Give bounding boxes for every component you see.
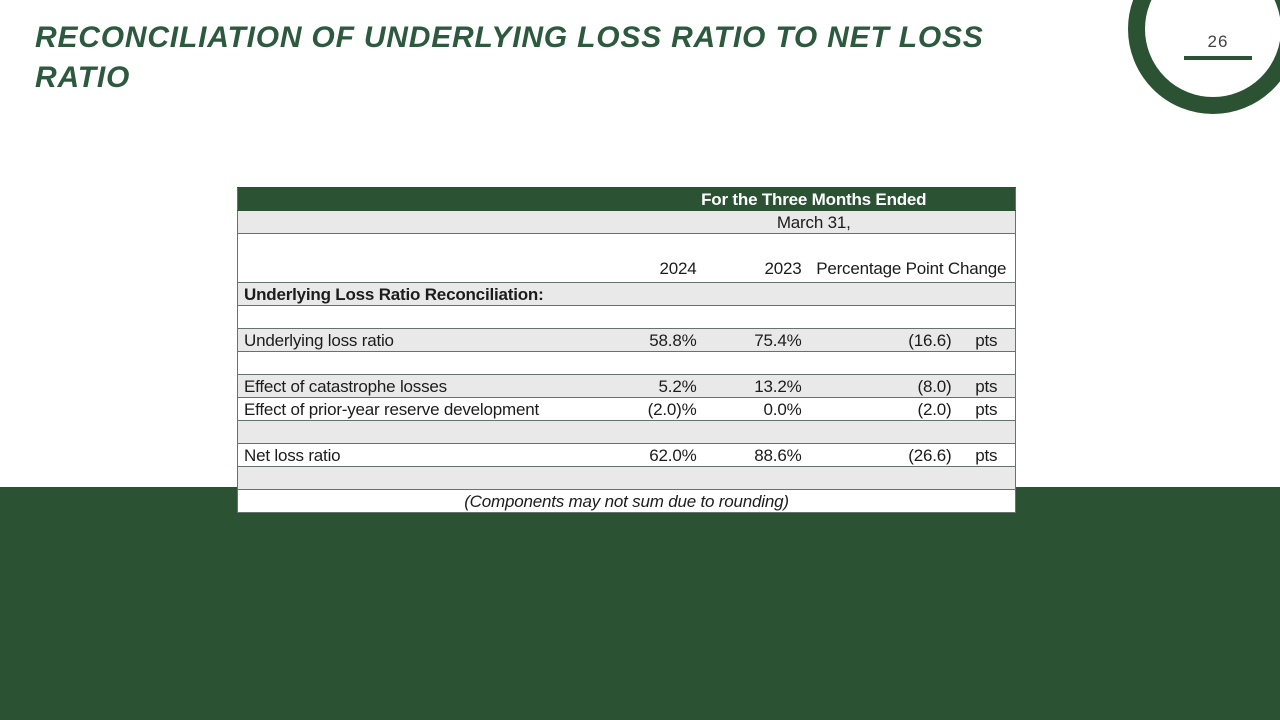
footnote-text: (Components may not sum due to rounding) <box>237 489 1016 513</box>
spacer-cell <box>237 305 1016 329</box>
banner-empty-cell <box>237 187 613 211</box>
row-label: Effect of catastrophe losses <box>237 374 613 398</box>
value-unit: pts <box>957 328 1016 352</box>
page-number-underline <box>1184 56 1252 60</box>
value-unit: pts <box>957 443 1016 467</box>
value-2024: 62.0% <box>612 443 703 467</box>
value-unit: pts <box>957 397 1016 421</box>
value-2023: 88.6% <box>702 443 808 467</box>
value-2024: 58.8% <box>612 328 703 352</box>
page-number: 26 <box>1207 32 1229 51</box>
table-row-net-loss-ratio: Net loss ratio 62.0% 88.6% (26.6) pts <box>237 443 1016 467</box>
spacer-row <box>237 466 1016 490</box>
banner-title: For the Three Months Ended <box>612 187 1016 211</box>
column-header-2024: 2024 <box>612 233 703 283</box>
spacer-row <box>237 305 1016 329</box>
spacer-cell <box>237 466 1016 490</box>
reconciliation-table: For the Three Months Ended March 31, 202… <box>237 187 1016 513</box>
column-header-empty-cell <box>237 233 613 283</box>
table-row-prior-year-reserve-development: Effect of prior-year reserve development… <box>237 397 1016 421</box>
section-header-label: Underlying Loss Ratio Reconciliation: <box>237 282 1016 306</box>
page-number-block: 26 <box>1184 31 1252 60</box>
table-subheader-row: March 31, <box>237 210 1016 234</box>
column-header-2023: 2023 <box>702 233 808 283</box>
subheader-date: March 31, <box>612 210 1016 234</box>
table-banner-row: For the Three Months Ended <box>237 187 1016 211</box>
subheader-empty-cell <box>237 210 613 234</box>
table-row-catastrophe-losses: Effect of catastrophe losses 5.2% 13.2% … <box>237 374 1016 398</box>
spacer-row <box>237 420 1016 444</box>
spacer-row <box>237 351 1016 375</box>
row-label: Effect of prior-year reserve development <box>237 397 613 421</box>
table-row-underlying-loss-ratio: Underlying loss ratio 58.8% 75.4% (16.6)… <box>237 328 1016 352</box>
section-header-row: Underlying Loss Ratio Reconciliation: <box>237 282 1016 306</box>
spacer-cell <box>237 351 1016 375</box>
value-change: (26.6) <box>807 443 958 467</box>
value-2023: 13.2% <box>702 374 808 398</box>
spacer-cell <box>237 420 1016 444</box>
column-header-change: Percentage Point Change <box>807 233 1016 283</box>
footnote-row: (Components may not sum due to rounding) <box>237 489 1016 513</box>
value-change: (2.0) <box>807 397 958 421</box>
value-change: (16.6) <box>807 328 958 352</box>
value-change: (8.0) <box>807 374 958 398</box>
page-title: RECONCILIATION OF UNDERLYING LOSS RATIO … <box>35 21 984 94</box>
value-2024: 5.2% <box>612 374 703 398</box>
row-label: Net loss ratio <box>237 443 613 467</box>
table-column-header-row: 2024 2023 Percentage Point Change <box>237 233 1016 283</box>
footer-band <box>0 487 1280 720</box>
value-2024: (2.0)% <box>612 397 703 421</box>
value-unit: pts <box>957 374 1016 398</box>
row-label: Underlying loss ratio <box>237 328 613 352</box>
value-2023: 75.4% <box>702 328 808 352</box>
value-2023: 0.0% <box>702 397 808 421</box>
